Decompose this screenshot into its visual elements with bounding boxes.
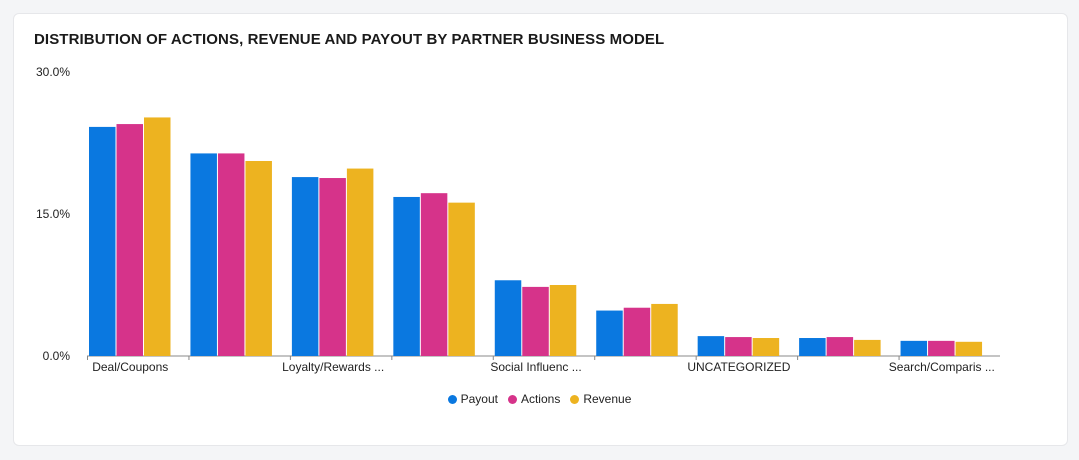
legend-label: Payout xyxy=(460,392,498,406)
bar-payout xyxy=(494,280,522,356)
legend-item-revenue[interactable]: Revenue xyxy=(570,392,631,406)
bar-actions xyxy=(522,286,549,356)
legend-item-actions[interactable]: Actions xyxy=(507,392,561,406)
legend-swatch-icon xyxy=(570,394,580,404)
bar-payout xyxy=(596,310,623,356)
bar-revenue xyxy=(346,168,374,356)
bar-revenue xyxy=(448,202,475,356)
x-tick-label: Social Influenc ... xyxy=(490,360,581,374)
legend-label: Revenue xyxy=(583,392,632,406)
chart-card xyxy=(13,13,1068,446)
bar-actions xyxy=(826,337,854,356)
x-tick-label: Loyalty/Rewards ... xyxy=(282,360,384,374)
bar-revenue xyxy=(245,160,272,356)
x-tick-label: Deal/Coupons xyxy=(92,360,168,374)
legend-swatch-icon xyxy=(507,394,517,404)
bar-revenue xyxy=(955,341,983,356)
x-tick-label: Search/Comparis ... xyxy=(889,360,995,374)
bar-actions xyxy=(928,340,955,356)
y-tick-label: 15.0% xyxy=(36,207,70,221)
bar-revenue xyxy=(854,339,881,356)
y-tick-label: 0.0% xyxy=(43,349,71,363)
legend-label: Actions xyxy=(520,392,561,406)
bar-payout xyxy=(89,126,116,356)
legend-swatch-icon xyxy=(447,394,457,404)
bar-payout xyxy=(393,196,420,356)
x-tick-label: UNCATEGORIZED xyxy=(687,360,790,374)
legend-item-payout[interactable]: Payout xyxy=(447,392,498,406)
y-tick-label: 30.0% xyxy=(36,65,70,79)
bar-payout xyxy=(799,338,826,356)
bar-actions xyxy=(420,193,448,356)
chart-legend: Payout Actions Revenue xyxy=(0,392,1079,406)
bar-revenue xyxy=(549,285,577,356)
bar-actions xyxy=(116,124,143,356)
bar-actions xyxy=(725,337,752,356)
bar-revenue xyxy=(144,117,171,356)
bar-revenue xyxy=(651,303,678,356)
chart-title: DISTRIBUTION OF ACTIONS, REVENUE AND PAY… xyxy=(34,31,665,48)
bar-actions xyxy=(319,178,346,356)
bar-revenue xyxy=(752,338,780,356)
bar-payout xyxy=(697,336,725,356)
bar-payout xyxy=(190,153,217,356)
bar-payout xyxy=(291,177,319,356)
bar-actions xyxy=(623,307,651,356)
bar-actions xyxy=(217,153,245,356)
bar-payout xyxy=(900,340,928,356)
